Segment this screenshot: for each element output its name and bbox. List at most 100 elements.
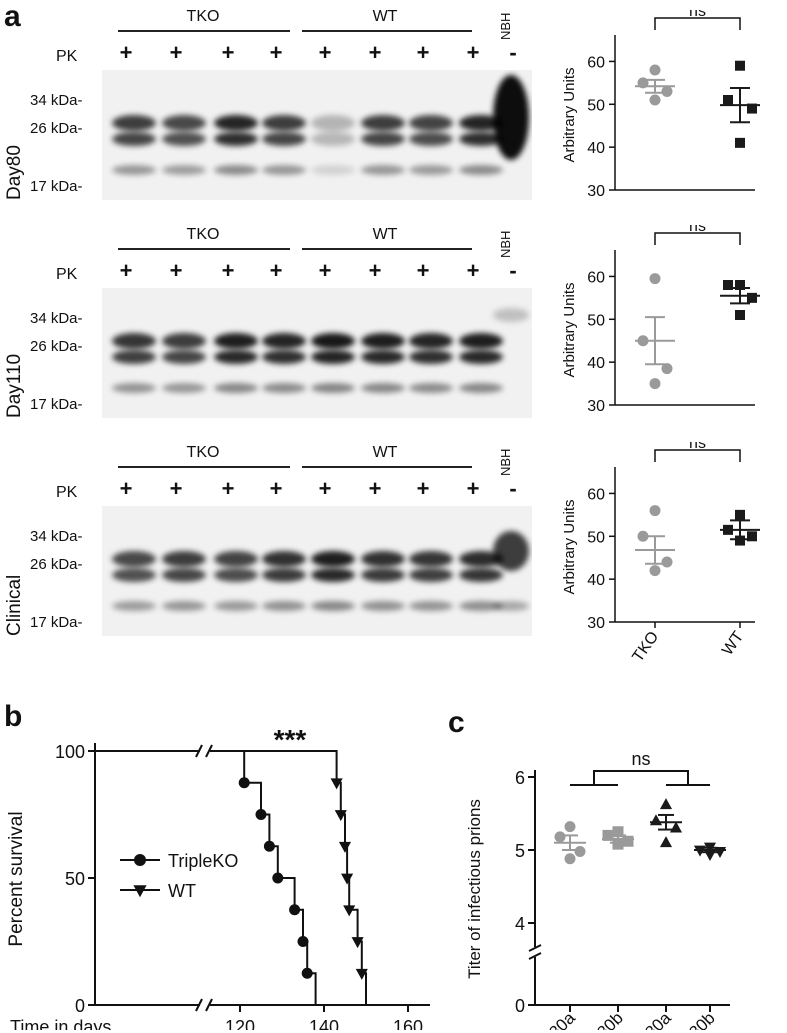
group-label-tko: TKO	[186, 226, 220, 243]
y-tick-label: 4	[515, 914, 525, 934]
band-middle	[361, 132, 405, 146]
y-tick-label: 40	[587, 140, 605, 157]
legend-marker	[134, 854, 146, 866]
y-axis-label: Arbitrary Units	[561, 282, 578, 377]
band-lower	[311, 601, 355, 611]
blot-lane	[214, 506, 258, 636]
pk-plus-mark: +	[466, 258, 480, 283]
pk-plus-mark: +	[221, 476, 235, 501]
group-line-wt	[302, 466, 472, 468]
data-point	[661, 556, 673, 568]
band-middle	[361, 350, 405, 364]
x-tick-label: TKO	[629, 629, 662, 666]
band-lower	[361, 383, 405, 393]
blot-lane	[311, 288, 355, 418]
axis-break-mark	[205, 744, 213, 758]
blot-lane	[162, 506, 206, 636]
band-upper	[409, 333, 453, 349]
pk-plus-mark: +	[416, 476, 430, 501]
blot-lane	[311, 70, 355, 200]
data-point	[735, 535, 745, 546]
data-point	[747, 531, 757, 542]
data-point	[612, 826, 624, 838]
pk-plus-mark: +	[169, 258, 183, 283]
significance-label: ns	[689, 225, 706, 235]
pk-minus-mark: -	[509, 40, 517, 65]
survival-marker	[301, 967, 313, 979]
y-tick-label: 0	[75, 996, 85, 1016]
band-nbh-lower	[493, 601, 529, 611]
data-point	[723, 280, 733, 290]
blot-image	[102, 506, 532, 636]
blot-image	[102, 288, 532, 418]
y-tick-label: 50	[587, 97, 605, 114]
band-upper	[162, 551, 206, 567]
blot-lane	[262, 70, 306, 200]
blot-lane	[162, 70, 206, 200]
data-point	[735, 137, 745, 148]
data-point	[735, 310, 745, 320]
survival-marker	[334, 810, 347, 822]
data-point	[735, 280, 745, 290]
band-lower	[262, 601, 306, 611]
band-middle	[162, 132, 206, 146]
pk-plus-mark: +	[221, 258, 235, 283]
blot-lane	[214, 288, 258, 418]
blot-lane-nbh	[493, 70, 529, 200]
band-middle	[214, 350, 258, 364]
data-point	[622, 835, 634, 847]
tko-survival-line	[210, 750, 317, 1005]
band-lower	[214, 601, 258, 611]
group-label-wt: WT	[372, 444, 398, 461]
significance-label: ns	[631, 749, 650, 769]
survival-marker	[289, 904, 301, 916]
band-middle	[112, 350, 156, 364]
band-upper	[262, 333, 306, 349]
y-tick-label: 40	[587, 355, 605, 372]
band-upper	[409, 115, 453, 131]
band-lower	[112, 601, 156, 611]
band-upper	[311, 333, 355, 349]
x-tick-label: 120	[225, 1017, 255, 1030]
group-line-tko	[118, 248, 290, 250]
x-tick-label: WT80a	[623, 1008, 676, 1030]
mw-marker: 26 kDa-	[30, 556, 83, 573]
band-nbh	[493, 75, 529, 160]
band-lower	[162, 165, 206, 175]
band-upper	[162, 333, 206, 349]
data-point	[659, 836, 673, 848]
band-upper	[262, 115, 306, 131]
data-point	[649, 94, 661, 106]
group-label-wt: WT	[372, 226, 398, 243]
band-nbh	[493, 308, 529, 322]
band-nbh	[493, 531, 529, 571]
band-upper	[214, 551, 258, 567]
axis-break-mark	[195, 998, 203, 1012]
survival-marker	[343, 905, 356, 917]
blot-lane	[112, 288, 156, 418]
mw-marker: 34 kDa-	[30, 310, 83, 327]
y-tick-label: 6	[515, 768, 525, 788]
axis-break-mark	[205, 998, 213, 1012]
data-point	[661, 85, 673, 97]
pk-label: PK	[56, 484, 78, 501]
band-middle	[311, 350, 355, 364]
band-upper	[214, 115, 258, 131]
axis-break-mark	[195, 744, 203, 758]
legend-marker	[133, 885, 147, 898]
blot-lane	[459, 506, 503, 636]
band-middle	[112, 568, 156, 582]
y-tick-label: 0	[515, 996, 525, 1016]
band-upper	[112, 551, 156, 567]
pk-label: PK	[56, 48, 78, 65]
group-label-wt: WT	[372, 8, 398, 25]
pk-plus-mark: +	[466, 476, 480, 501]
pk-label: PK	[56, 266, 78, 283]
significance-bracket	[654, 17, 741, 30]
legend-label: TripleKO	[168, 851, 238, 871]
significance-bracket	[654, 232, 741, 245]
group-line-wt	[302, 30, 472, 32]
band-middle	[112, 132, 156, 146]
data-point	[612, 838, 624, 850]
